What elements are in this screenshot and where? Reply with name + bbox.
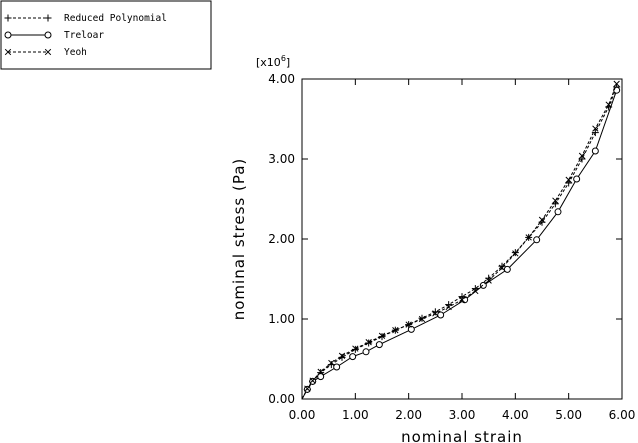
y-tick-label: 1.00 (268, 312, 295, 326)
cross-marker (498, 264, 506, 271)
plus-marker (44, 14, 52, 22)
cross-marker (613, 80, 620, 87)
cross-marker (418, 315, 426, 323)
cross-marker (605, 101, 612, 108)
cross-marker (458, 296, 466, 303)
plus-marker (498, 262, 506, 270)
plot-frame (301, 78, 623, 400)
plus-marker (4, 14, 12, 22)
cross-marker (328, 359, 335, 367)
cross-marker (538, 216, 546, 223)
circle-marker (533, 236, 541, 244)
y-axis-label: nominal stress (Pa) (230, 158, 248, 321)
legend-item: Reduced Polynomial (4, 13, 167, 24)
y-tick-label: 3.00 (268, 152, 295, 166)
circle-marker (375, 341, 383, 349)
circle-marker (317, 373, 325, 381)
circle-marker (437, 311, 445, 319)
x-tick-label: 3.00 (449, 408, 476, 422)
circle-marker (591, 147, 599, 155)
x-tick-label: 0.00 (289, 408, 316, 422)
x-axis-label: nominal strain (401, 428, 523, 443)
plus-marker (327, 361, 335, 369)
y-multiplier-label: [x106] (256, 54, 290, 69)
circle-marker (407, 325, 415, 333)
x-tick-label: 2.00 (395, 408, 422, 422)
cross-marker (432, 310, 439, 317)
cross-marker (592, 125, 599, 132)
legend-label: Treloar (64, 30, 104, 41)
x-tick-label: 6.00 (609, 408, 636, 422)
legend-label: Yeoh (64, 47, 87, 58)
series-plus (301, 83, 621, 400)
plus-marker (511, 249, 519, 257)
x-tick-label: 5.00 (555, 408, 582, 422)
cross-marker (304, 385, 311, 392)
cross-marker (485, 277, 492, 284)
cross-marker (565, 176, 572, 183)
y-tick-label: 2.00 (268, 232, 295, 246)
cross-marker (317, 368, 324, 375)
cross-marker (352, 345, 359, 352)
cross-marker (525, 234, 532, 241)
y-tick-label: 0.00 (268, 392, 295, 406)
cross-marker (44, 48, 52, 56)
circle-marker (349, 353, 357, 361)
legend: Reduced Polynomial Treloar Yeoh (0, 0, 212, 70)
series-line (301, 83, 618, 400)
circle-marker (4, 31, 12, 39)
cross-marker (4, 48, 12, 56)
cross-marker (309, 377, 316, 384)
circle-marker (573, 175, 581, 183)
legend-label: Reduced Polynomial (64, 13, 167, 24)
cross-marker (405, 321, 412, 328)
series-circle (301, 86, 621, 400)
cross-marker (552, 197, 559, 204)
cross-marker (578, 152, 586, 159)
series-cross (301, 80, 620, 400)
circle-marker (333, 363, 341, 371)
cross-marker (378, 332, 386, 339)
legend-item: Yeoh (4, 47, 87, 58)
circle-marker (44, 31, 52, 39)
circle-marker (503, 265, 511, 273)
legend-item: Treloar (4, 30, 104, 41)
x-tick-label: 1.00 (342, 408, 369, 422)
cross-marker (338, 352, 346, 359)
circle-marker (362, 348, 370, 356)
circle-marker (554, 208, 562, 216)
cross-marker (365, 339, 372, 346)
x-tick-label: 4.00 (502, 408, 529, 422)
y-tick-label: 4.00 (268, 72, 295, 86)
cross-marker (472, 287, 479, 295)
cross-marker (512, 250, 519, 257)
cross-marker (392, 327, 399, 334)
cross-marker (445, 303, 452, 311)
